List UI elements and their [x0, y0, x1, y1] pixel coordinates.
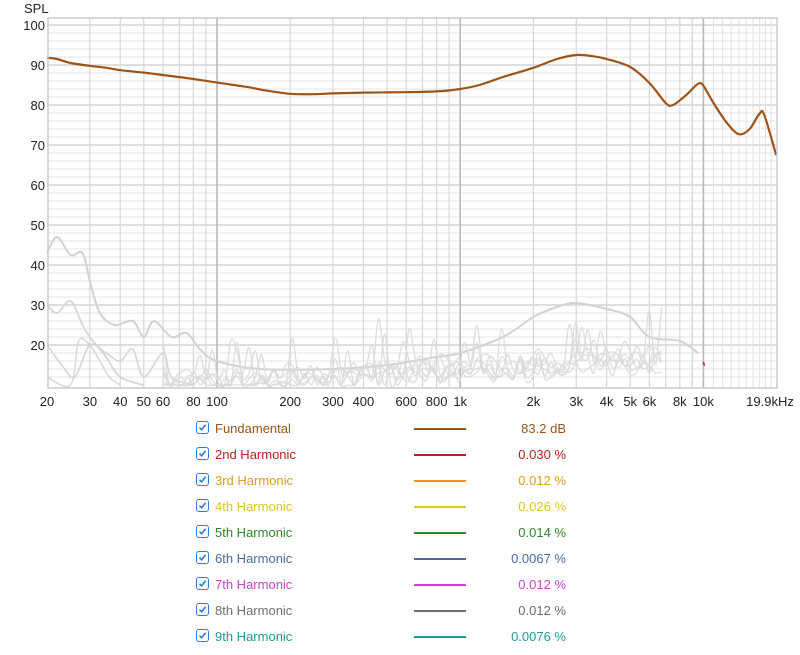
legend-row-6th-harmonic[interactable]: 6th Harmonic 0.0067 %	[194, 549, 594, 575]
legend-row-9th-harmonic[interactable]: 9th Harmonic 0.0076 %	[194, 627, 594, 653]
legend-value: 83.2 dB	[521, 421, 566, 436]
legend-label: 7th Harmonic	[215, 577, 293, 592]
legend-row-4th-harmonic[interactable]: 4th Harmonic 0.026 %	[194, 497, 594, 523]
y-axis-label: SPL	[24, 1, 49, 16]
legend-value: 0.0076 %	[511, 629, 566, 644]
legend-row-3rd-harmonic[interactable]: 3rd Harmonic 0.012 %	[194, 471, 594, 497]
checkmark-icon	[198, 528, 207, 535]
x-tick-label: 600	[395, 394, 417, 409]
legend-row-5th-harmonic[interactable]: 5th Harmonic 0.014 %	[194, 523, 594, 549]
checkbox-2nd-harmonic[interactable]	[196, 447, 209, 460]
y-tick-label: 60	[31, 178, 45, 193]
x-tick-label: 200	[279, 394, 301, 409]
checkbox-3rd-harmonic[interactable]	[196, 473, 209, 486]
legend-label: 3rd Harmonic	[215, 473, 294, 488]
legend-label: 5th Harmonic	[215, 525, 293, 540]
axes: 20 30 40 50 60 70 80 90 100 20 30 40 50 60 80 100 200 300…	[23, 17, 794, 409]
y-tick-label: 80	[31, 98, 45, 113]
legend-value: 0.026 %	[518, 499, 566, 514]
legend-row-fundamental[interactable]: Fundamental 83.2 dB	[194, 419, 594, 445]
checkbox-7th-harmonic[interactable]	[196, 577, 209, 590]
fundamental-curve	[46, 53, 778, 156]
x-tick-label: 1k	[453, 394, 467, 409]
checkbox-6th-harmonic[interactable]	[196, 551, 209, 564]
legend-swatch	[414, 636, 466, 638]
checkmark-icon	[198, 606, 207, 613]
y-tick-label: 100	[23, 18, 45, 33]
legend-value: 0.030 %	[518, 447, 566, 462]
harmonic-curves	[46, 236, 706, 390]
legend-label: 4th Harmonic	[215, 499, 293, 514]
x-tick-label: 300	[322, 394, 344, 409]
x-tick-label: 19.9kHz	[746, 394, 794, 409]
x-tick-label: 400	[353, 394, 375, 409]
y-tick-label: 40	[31, 258, 45, 273]
y-tick-label: 90	[31, 58, 45, 73]
checkbox-5th-harmonic[interactable]	[196, 525, 209, 538]
checkmark-icon	[198, 450, 207, 457]
legend-value: 0.014 %	[518, 525, 566, 540]
y-tick-label: 70	[31, 138, 45, 153]
checkmark-icon	[198, 502, 207, 509]
legend-swatch	[414, 480, 466, 482]
x-tick-label: 800	[426, 394, 448, 409]
x-tick-label: 30	[83, 394, 97, 409]
x-tick-label: 5k	[623, 394, 637, 409]
x-tick-label: 8k	[673, 394, 687, 409]
x-tick-label: 20	[40, 394, 54, 409]
legend-swatch	[414, 532, 466, 534]
legend-label: 9th Harmonic	[215, 629, 293, 644]
x-tick-label: 4k	[600, 394, 614, 409]
legend-value: 0.012 %	[518, 473, 566, 488]
legend-swatch	[414, 506, 466, 508]
checkbox-9th-harmonic[interactable]	[196, 629, 209, 642]
x-tick-label: 100	[206, 394, 228, 409]
legend-label: Fundamental	[215, 421, 291, 436]
checkmark-icon	[198, 632, 207, 639]
checkbox-fundamental[interactable]	[196, 421, 209, 434]
x-tick-label: 40	[113, 394, 127, 409]
legend-row-8th-harmonic[interactable]: 8th Harmonic 0.012 %	[194, 601, 594, 627]
legend-row-2nd-harmonic[interactable]: 2nd Harmonic 0.030 %	[194, 445, 594, 471]
legend-swatch	[414, 428, 466, 430]
checkbox-8th-harmonic[interactable]	[196, 603, 209, 616]
legend-swatch	[414, 454, 466, 456]
x-tick-label: 10k	[693, 394, 714, 409]
x-tick-label: 80	[186, 394, 200, 409]
checkbox-4th-harmonic[interactable]	[196, 499, 209, 512]
legend-swatch	[414, 558, 466, 560]
frequency-response-chart: 20 30 40 50 60 70 80 90 100 20 30 40 50 60 80 100 200 300…	[23, 1, 794, 409]
legend-value: 0.0067 %	[511, 551, 566, 566]
x-tick-label: 60	[156, 394, 170, 409]
checkmark-icon	[198, 424, 207, 431]
legend-swatch	[414, 584, 466, 586]
checkmark-icon	[198, 580, 207, 587]
legend-value: 0.012 %	[518, 603, 566, 618]
legend-value: 0.012 %	[518, 577, 566, 592]
legend-label: 2nd Harmonic	[215, 447, 296, 462]
y-tick-label: 20	[31, 338, 45, 353]
x-tick-label: 50	[137, 394, 151, 409]
x-tick-label: 6k	[643, 394, 657, 409]
legend-label: 6th Harmonic	[215, 551, 293, 566]
legend-swatch	[414, 610, 466, 612]
checkmark-icon	[198, 476, 207, 483]
x-tick-label: 3k	[569, 394, 583, 409]
y-tick-label: 30	[31, 298, 45, 313]
checkmark-icon	[198, 554, 207, 561]
legend-label: 8th Harmonic	[215, 603, 293, 618]
x-tick-label: 2k	[527, 394, 541, 409]
legend-row-7th-harmonic[interactable]: 7th Harmonic 0.012 %	[194, 575, 594, 601]
legend: Fundamental 83.2 dB 2nd Harmonic 0.030 %…	[194, 419, 594, 653]
y-tick-label: 50	[31, 218, 45, 233]
